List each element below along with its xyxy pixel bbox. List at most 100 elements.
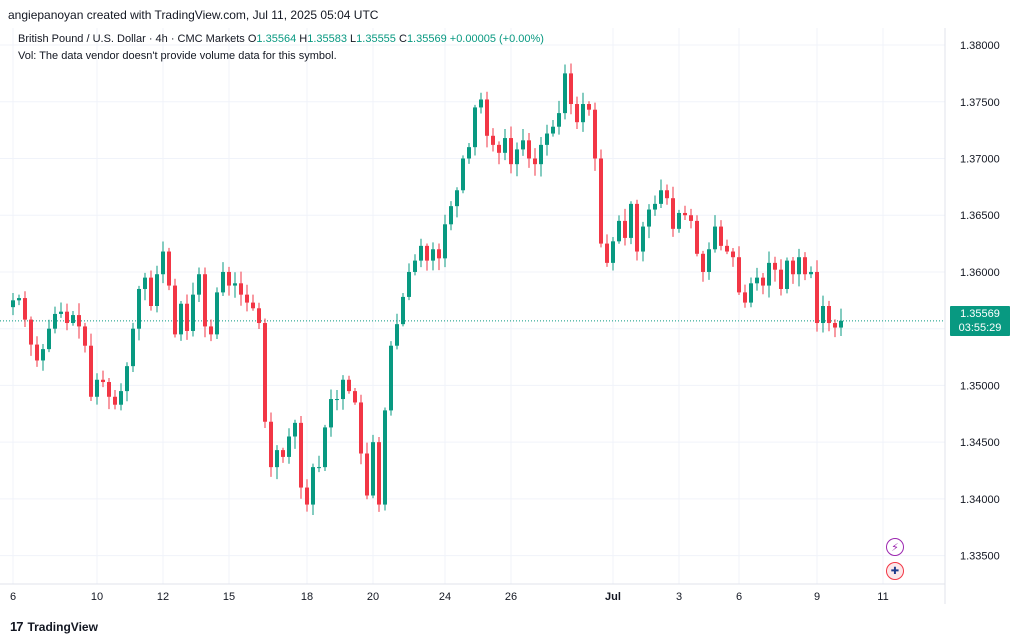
candle-up[interactable] (473, 107, 477, 148)
candle-down[interactable] (107, 382, 111, 397)
candle-up[interactable] (137, 288, 141, 329)
candle-down[interactable] (281, 450, 285, 457)
candle-up[interactable] (581, 104, 585, 123)
candle-up[interactable] (131, 328, 135, 367)
candle-up[interactable] (611, 241, 615, 263)
candle-up[interactable] (287, 436, 291, 457)
candle-down[interactable] (575, 104, 579, 123)
candle-down[interactable] (365, 453, 369, 496)
candle-down[interactable] (671, 198, 675, 229)
candle-up[interactable] (197, 274, 201, 295)
candle-up[interactable] (545, 133, 549, 145)
candle-down[interactable] (263, 323, 267, 422)
candle-up[interactable] (539, 144, 543, 165)
candle-down[interactable] (533, 158, 537, 165)
candle-up[interactable] (707, 249, 711, 272)
x-axis[interactable]: 6 10 12 15 18 20 24 26 Jul 3 6 9 11 (10, 591, 889, 603)
candle-up[interactable] (443, 224, 447, 259)
candle-down[interactable] (35, 344, 39, 361)
candle-down[interactable] (377, 442, 381, 505)
candle-up[interactable] (797, 257, 801, 275)
candle-down[interactable] (701, 253, 705, 272)
candle-down[interactable] (689, 215, 693, 221)
candle-down[interactable] (791, 260, 795, 275)
candle-down[interactable] (827, 306, 831, 324)
candles[interactable] (11, 63, 843, 515)
candle-down[interactable] (683, 212, 687, 216)
candle-up[interactable] (647, 209, 651, 227)
candle-down[interactable] (587, 104, 591, 110)
candle-up[interactable] (221, 271, 225, 293)
candle-down[interactable] (743, 292, 747, 303)
candle-up[interactable] (401, 296, 405, 325)
candle-down[interactable] (665, 190, 669, 199)
candle-down[interactable] (485, 99, 489, 136)
candle-up[interactable] (431, 249, 435, 261)
candle-down[interactable] (23, 298, 27, 320)
candle-down[interactable] (77, 315, 81, 327)
candle-up[interactable] (749, 283, 753, 303)
candle-up[interactable] (413, 260, 417, 272)
candle-up[interactable] (389, 345, 393, 411)
candle-down[interactable] (245, 294, 249, 303)
candle-up[interactable] (125, 366, 129, 392)
candle-down[interactable] (167, 251, 171, 286)
candle-down[interactable] (803, 257, 807, 275)
candle-down[interactable] (833, 323, 837, 328)
candle-up[interactable] (323, 427, 327, 468)
candle-up[interactable] (317, 467, 321, 469)
candle-up[interactable] (47, 328, 51, 350)
candle-down[interactable] (527, 140, 531, 159)
candle-up[interactable] (155, 274, 159, 306)
candle-up[interactable] (53, 313, 57, 329)
candle-up[interactable] (659, 190, 663, 204)
candle-down[interactable] (437, 249, 441, 259)
candle-down[interactable] (497, 144, 501, 153)
candle-up[interactable] (479, 99, 483, 108)
candle-up[interactable] (311, 467, 315, 505)
candle-down[interactable] (185, 303, 189, 331)
candle-up[interactable] (755, 277, 759, 284)
candle-up[interactable] (551, 126, 555, 134)
candle-down[interactable] (605, 243, 609, 263)
candle-down[interactable] (731, 251, 735, 258)
candle-down[interactable] (425, 245, 429, 261)
tradingview-brand[interactable]: 17 TradingView (10, 619, 98, 634)
candle-down[interactable] (593, 109, 597, 159)
candle-up[interactable] (467, 147, 471, 159)
candle-up[interactable] (161, 251, 165, 275)
candle-down[interactable] (203, 274, 207, 327)
candle-down[interactable] (251, 302, 255, 309)
candle-up[interactable] (335, 399, 339, 401)
candle-up[interactable] (809, 271, 813, 275)
candle-up[interactable] (563, 73, 567, 114)
candle-up[interactable] (329, 399, 333, 428)
uk-flag-icon[interactable]: ✚ (886, 562, 904, 580)
candle-up[interactable] (275, 450, 279, 468)
candle-up[interactable] (557, 113, 561, 127)
candle-down[interactable] (257, 308, 261, 324)
candle-up[interactable] (419, 245, 423, 261)
candle-down[interactable] (815, 271, 819, 324)
candle-down[interactable] (149, 277, 153, 306)
candle-up[interactable] (839, 320, 843, 328)
candle-down[interactable] (173, 285, 177, 335)
candle-up[interactable] (215, 292, 219, 335)
candle-down[interactable] (227, 271, 231, 286)
candle-down[interactable] (359, 402, 363, 454)
y-axis[interactable]: 1.335001.340001.345001.350001.355001.360… (960, 40, 1000, 563)
candle-up[interactable] (293, 422, 297, 437)
candle-up[interactable] (95, 379, 99, 397)
candle-down[interactable] (209, 326, 213, 335)
candle-up[interactable] (341, 379, 345, 400)
candle-up[interactable] (677, 212, 681, 229)
candle-down[interactable] (779, 269, 783, 289)
candle-up[interactable] (455, 190, 459, 207)
candle-up[interactable] (11, 300, 15, 308)
candle-up[interactable] (59, 311, 63, 314)
candle-down[interactable] (695, 220, 699, 254)
candle-down[interactable] (269, 421, 273, 468)
candle-down[interactable] (761, 277, 765, 286)
candle-up[interactable] (821, 306, 825, 324)
